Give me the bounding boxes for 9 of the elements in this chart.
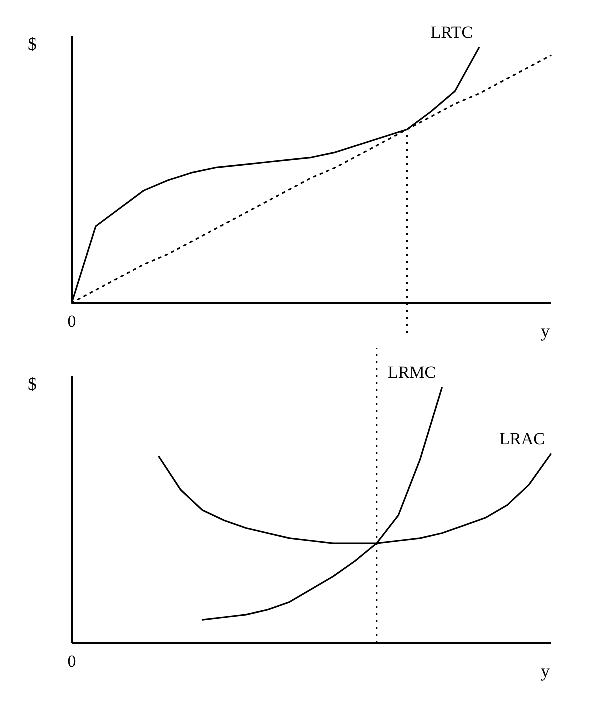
y-axis-title: $ — [28, 374, 37, 394]
text: 0 — [68, 312, 76, 331]
text: 0 — [68, 652, 76, 671]
x-axis-title: y — [541, 661, 550, 681]
y-axis-title: $ — [28, 34, 37, 54]
series-label: LRMC — [388, 363, 436, 382]
x-axis-title: y — [541, 321, 550, 341]
series-label: LRAC — [500, 429, 545, 448]
series-label: LRTC — [430, 23, 474, 42]
